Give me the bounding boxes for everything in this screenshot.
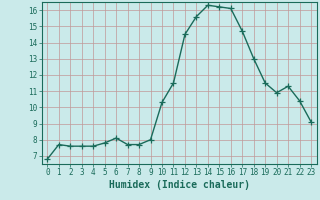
X-axis label: Humidex (Indice chaleur): Humidex (Indice chaleur) [109, 180, 250, 190]
